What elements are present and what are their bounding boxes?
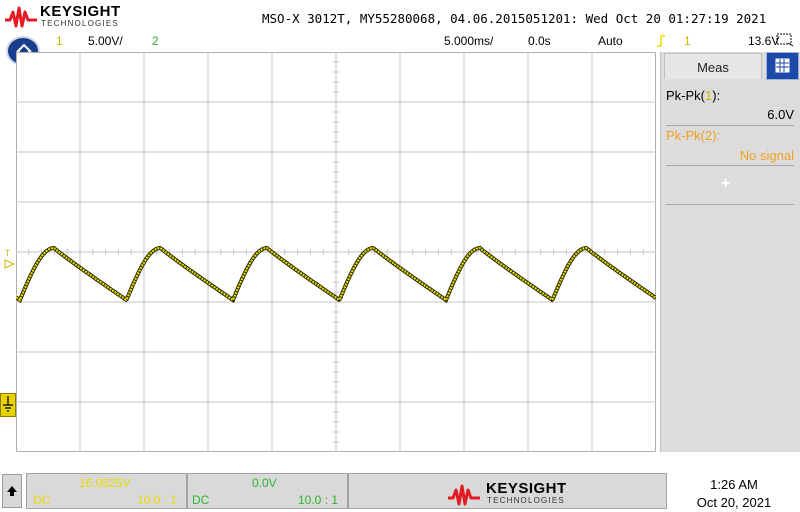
ch1-trigger-level-marker[interactable]: T — [4, 248, 16, 272]
clock-time: 1:26 AM — [710, 477, 758, 492]
clock-date: Oct 20, 2021 — [696, 495, 772, 510]
divider — [666, 125, 794, 126]
ch2-probe: 10.0 : 1 — [298, 493, 339, 507]
arrow-up-icon — [7, 486, 17, 496]
logo-box — [348, 473, 667, 509]
ch2-coupling: DC — [192, 493, 210, 507]
brand-name: KEYSIGHT — [486, 480, 567, 497]
ch1-trace — [16, 246, 656, 302]
trigger-level[interactable]: 13.6V — [748, 34, 780, 48]
ch1-scale[interactable]: 5.00V/ — [88, 34, 123, 48]
ch1-info-box[interactable]: 16.0625V DC 10.0 : 1 — [26, 473, 187, 509]
instrument-info: MSO-X 3012T, MY55280068, 04.06.201505120… — [262, 11, 767, 26]
ch2-offset: 0.0V — [252, 476, 277, 490]
expand-button[interactable] — [2, 474, 22, 508]
tab-grid-icon[interactable] — [766, 52, 799, 80]
tab-meas[interactable]: Meas — [664, 53, 762, 79]
meas-2-label[interactable]: Pk-Pk(2): — [666, 128, 721, 143]
delay[interactable]: 0.0s — [528, 34, 551, 48]
meas-2-value: No signal — [739, 148, 794, 163]
svg-text:T: T — [5, 249, 10, 258]
ground-icon[interactable] — [0, 393, 16, 417]
ch1-coupling: DC — [33, 493, 51, 507]
waveform-grid — [16, 52, 656, 452]
trigger-source[interactable]: 1 — [684, 34, 691, 48]
ch2-label[interactable]: 2 — [152, 34, 159, 48]
ch2-info-box[interactable]: 0.0V DC 10.0 : 1 — [187, 473, 348, 509]
divider — [666, 165, 794, 166]
keysight-wave-icon — [5, 6, 37, 28]
measurement-panel — [660, 52, 800, 452]
ch1-label[interactable]: 1 — [56, 34, 63, 48]
brand-sub: TECHNOLOGIES — [487, 496, 565, 505]
meas-1-label[interactable]: Pk-Pk(1): — [666, 88, 721, 103]
brand-name: KEYSIGHT — [40, 3, 121, 20]
ch1-offset: 16.0625V — [79, 476, 131, 490]
clock: 1:26 AM Oct 20, 2021 — [680, 476, 788, 512]
ch1-probe: 10.0 : 1 — [137, 493, 178, 507]
bottom-keysight-logo: KEYSIGHT TECHNOLOGIES — [446, 478, 586, 506]
screen-icon[interactable] — [776, 33, 794, 47]
keysight-logo: KEYSIGHT TECHNOLOGIES — [4, 2, 134, 30]
keysight-wave-icon — [448, 484, 480, 506]
trigger-mode[interactable]: Auto — [598, 34, 623, 48]
status-bar: 1 5.00V/ 2 5.000ms/ 0.0s Auto 1 13.6V — [0, 32, 800, 50]
meas-1-value: 6.0V — [767, 107, 794, 122]
divider — [666, 204, 794, 205]
add-measurement-button[interactable]: + — [721, 175, 731, 192]
brand-sub: TECHNOLOGIES — [41, 19, 119, 28]
timebase[interactable]: 5.000ms/ — [444, 34, 494, 48]
trigger-edge-icon — [656, 34, 666, 51]
waveform-display[interactable] — [16, 52, 656, 452]
